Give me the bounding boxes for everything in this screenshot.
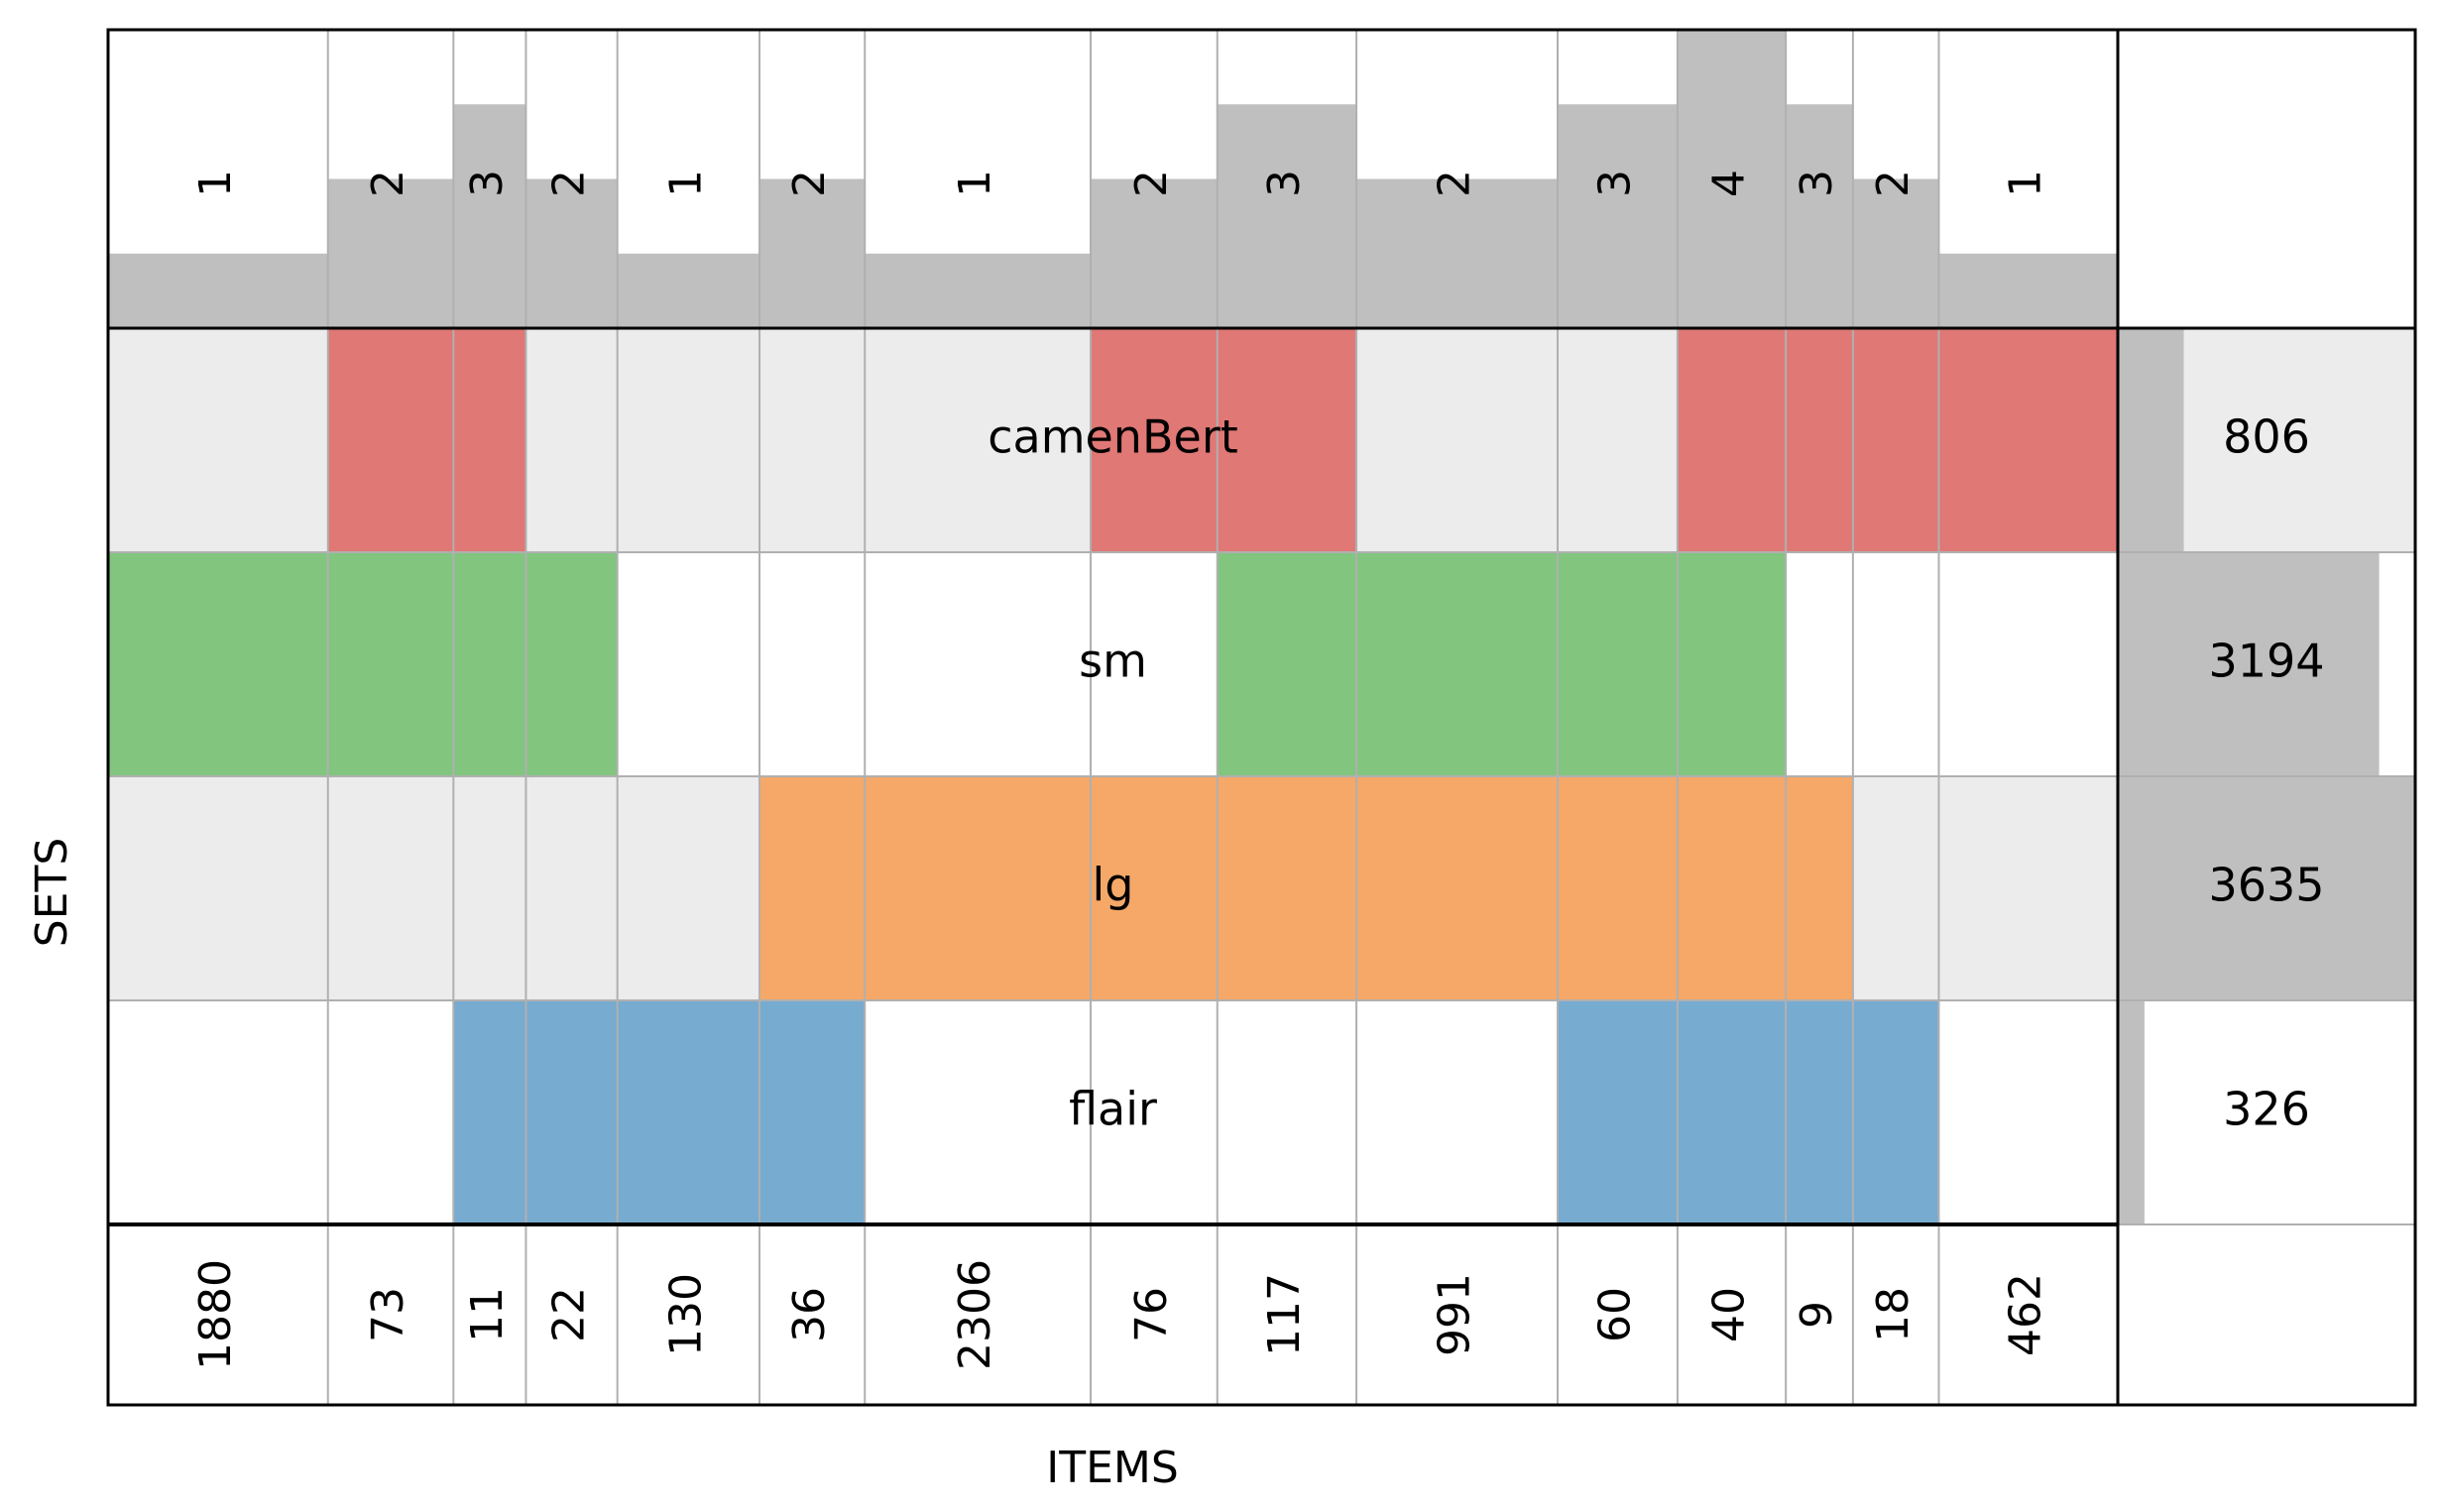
cell-lg-10 [1558,776,1678,1000]
cell-camenBert-1 [327,328,454,552]
count-label-5: 36 [784,1287,835,1342]
cell-flair-4 [617,1000,760,1224]
set-size-bar-flair [2118,1000,2145,1224]
x-axis-label: ITEMS [1046,1443,1179,1493]
set-name-label-flair: flair [1069,1083,1157,1136]
count-label-14: 462 [2001,1273,2051,1356]
set-size-bar-sm [2118,552,2380,776]
cell-sm-8 [1217,552,1357,776]
cell-sm-0 [108,552,328,776]
cell-lg-9 [1356,776,1559,1000]
set-size-bar-lg [2118,776,2415,1000]
count-label-13: 18 [1868,1287,1919,1342]
set-size-bars-layer [2118,328,2415,1224]
degree-label-14: 1 [2001,170,2051,197]
set-size-label-lg: 3635 [2208,859,2324,912]
set-size-label-camenBert: 806 [2223,410,2310,464]
degree-label-10: 3 [1589,170,1640,197]
cell-flair-10 [1558,1000,1678,1224]
count-label-1: 73 [363,1287,413,1342]
degree-bar-4 [617,253,760,328]
count-label-0: 1880 [190,1259,241,1370]
cell-lg-11 [1677,776,1787,1000]
degree-bar-3 [525,178,618,328]
count-label-6: 2306 [950,1259,1000,1370]
cell-camenBert-2 [453,328,526,552]
labels-layer: 1188027331122211302361230627631172991360… [190,170,2325,1370]
degree-bar-12 [1786,104,1853,328]
cell-sm-1 [327,552,454,776]
set-size-bar-camenBert [2118,328,2184,552]
degree-label-11: 4 [1704,170,1755,197]
cell-lg-5 [759,776,866,1000]
degree-bar-0 [108,253,328,328]
cell-lg-6 [865,776,1092,1000]
cell-camenBert-11 [1677,328,1787,552]
degree-bar-10 [1558,104,1678,328]
set-size-label-sm: 3194 [2208,635,2324,688]
cell-flair-13 [1852,1000,1939,1224]
count-label-4: 130 [660,1273,711,1356]
degree-label-0: 1 [190,170,241,197]
count-label-3: 22 [544,1287,595,1342]
set-name-label-lg: lg [1093,859,1134,912]
degree-label-3: 2 [544,170,595,197]
degree-bar-13 [1852,178,1939,328]
count-label-2: 11 [462,1287,513,1342]
cell-flair-3 [525,1000,618,1224]
degree-label-1: 2 [363,170,413,197]
degree-label-12: 3 [1792,170,1842,197]
cell-lg-8 [1217,776,1357,1000]
degree-label-4: 1 [660,170,711,197]
grid-lines-layer [108,30,2415,1405]
degree-label-2: 3 [462,170,513,197]
panel-frames-layer [106,28,2417,1407]
cell-flair-11 [1677,1000,1787,1224]
degree-bar-6 [865,253,1092,328]
degree-label-7: 2 [1126,170,1177,197]
cell-sm-11 [1677,552,1787,776]
count-label-9: 991 [1430,1273,1480,1356]
count-label-8: 117 [1259,1273,1310,1356]
y-axis-label: SETS [27,838,77,948]
degree-bar-8 [1217,104,1357,328]
set-name-label-camenBert: camenBert [988,410,1238,464]
cell-camenBert-7 [1091,328,1218,552]
degree-bar-2 [453,104,526,328]
cell-flair-5 [759,1000,866,1224]
degree-bar-14 [1938,253,2118,328]
cell-sm-10 [1558,552,1678,776]
cell-sm-9 [1356,552,1559,776]
set-size-label-flair: 326 [2223,1083,2310,1136]
cell-lg-7 [1091,776,1218,1000]
count-label-12: 9 [1792,1301,1842,1329]
degree-bars-layer [108,30,2118,328]
degree-label-5: 2 [784,170,835,197]
set-name-label-sm: sm [1079,635,1147,688]
degree-bar-1 [327,178,454,328]
degree-label-8: 3 [1259,170,1310,197]
cell-camenBert-12 [1786,328,1853,552]
degree-label-9: 2 [1430,170,1480,197]
outer-frame [106,28,2417,1407]
cell-flair-2 [453,1000,526,1224]
degree-bar-9 [1356,178,1559,328]
cell-camenBert-14 [1938,328,2118,552]
cell-camenBert-8 [1217,328,1357,552]
cell-lg-12 [1786,776,1853,1000]
cell-flair-12 [1786,1000,1853,1224]
count-label-10: 60 [1589,1287,1640,1342]
count-label-11: 40 [1704,1287,1755,1342]
degree-label-13: 2 [1868,170,1919,197]
cell-sm-2 [453,552,526,776]
degree-bar-5 [759,178,866,328]
cell-sm-3 [525,552,618,776]
degree-bar-7 [1091,178,1218,328]
degree-label-6: 1 [950,170,1000,197]
count-label-7: 76 [1126,1287,1177,1342]
degree-bar-11 [1677,30,1787,328]
membership-cells-layer [108,328,2118,1224]
cell-camenBert-13 [1852,328,1939,552]
